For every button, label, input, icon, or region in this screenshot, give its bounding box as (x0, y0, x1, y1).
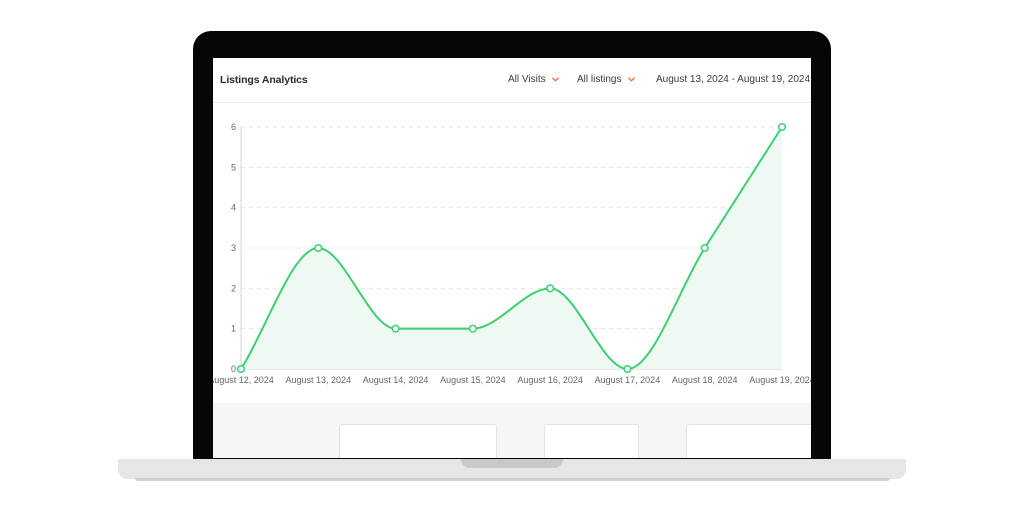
y-tick-label: 1 (231, 324, 236, 334)
y-tick-label: 5 (231, 162, 236, 172)
data-point (623, 364, 632, 374)
y-tick-label: 4 (231, 203, 236, 213)
x-tick-label: August 15, 2024 (440, 375, 506, 385)
series-area (241, 127, 782, 369)
data-point (468, 324, 477, 333)
date-range-dropdown[interactable]: August 13, 2024 - August 19, 2024 (656, 74, 811, 85)
x-tick-label: August 17, 2024 (595, 375, 661, 385)
summary-card (544, 424, 639, 458)
data-point (777, 122, 787, 132)
x-tick-label: August 16, 2024 (517, 375, 583, 385)
x-tick-label: August 14, 2024 (363, 375, 429, 385)
listings-filter-label: All listings (577, 74, 622, 86)
date-range-label: August 13, 2024 - August 19, 2024 (656, 74, 811, 86)
y-tick-label: 2 (231, 283, 236, 293)
y-tick-label: 3 (231, 243, 236, 253)
visits-filter-dropdown[interactable]: All Visits (508, 74, 560, 86)
y-tick-label: 0 (231, 364, 236, 374)
x-tick-label: August 18, 2024 (672, 375, 738, 385)
data-point (314, 243, 323, 253)
app-screen: Listings Analytics All Visits All listin… (213, 58, 811, 458)
chart-svg: 0 1 2 3 4 5 6 August 12, 2024 August 13, 2024 Aug… (213, 122, 811, 385)
data-point (546, 284, 555, 293)
chevron-down-icon (552, 74, 560, 85)
chevron-down-icon (628, 74, 636, 85)
x-tick-label: August 12, 2024 (213, 375, 274, 385)
listings-filter-dropdown[interactable]: All listings (577, 74, 636, 86)
data-point (391, 324, 400, 333)
x-tick-label: August 13, 2024 (286, 375, 352, 385)
data-point (236, 364, 246, 374)
visits-filter-label: All Visits (508, 74, 546, 86)
data-point (700, 243, 709, 253)
x-tick-label: August 19, 2024 (749, 375, 811, 385)
laptop-base (118, 459, 906, 479)
y-tick-label: 6 (231, 122, 236, 132)
panel-title: Listings Analytics (220, 74, 308, 86)
laptop-notch (461, 459, 563, 468)
summary-card (686, 424, 811, 458)
laptop-base-shadow (135, 478, 890, 481)
summary-card (339, 424, 497, 458)
analytics-chart: 0 1 2 3 4 5 6 August 12, 2024 August 13, 2024 Aug… (213, 103, 811, 403)
panel-header: Listings Analytics All Visits All listin… (213, 58, 811, 103)
